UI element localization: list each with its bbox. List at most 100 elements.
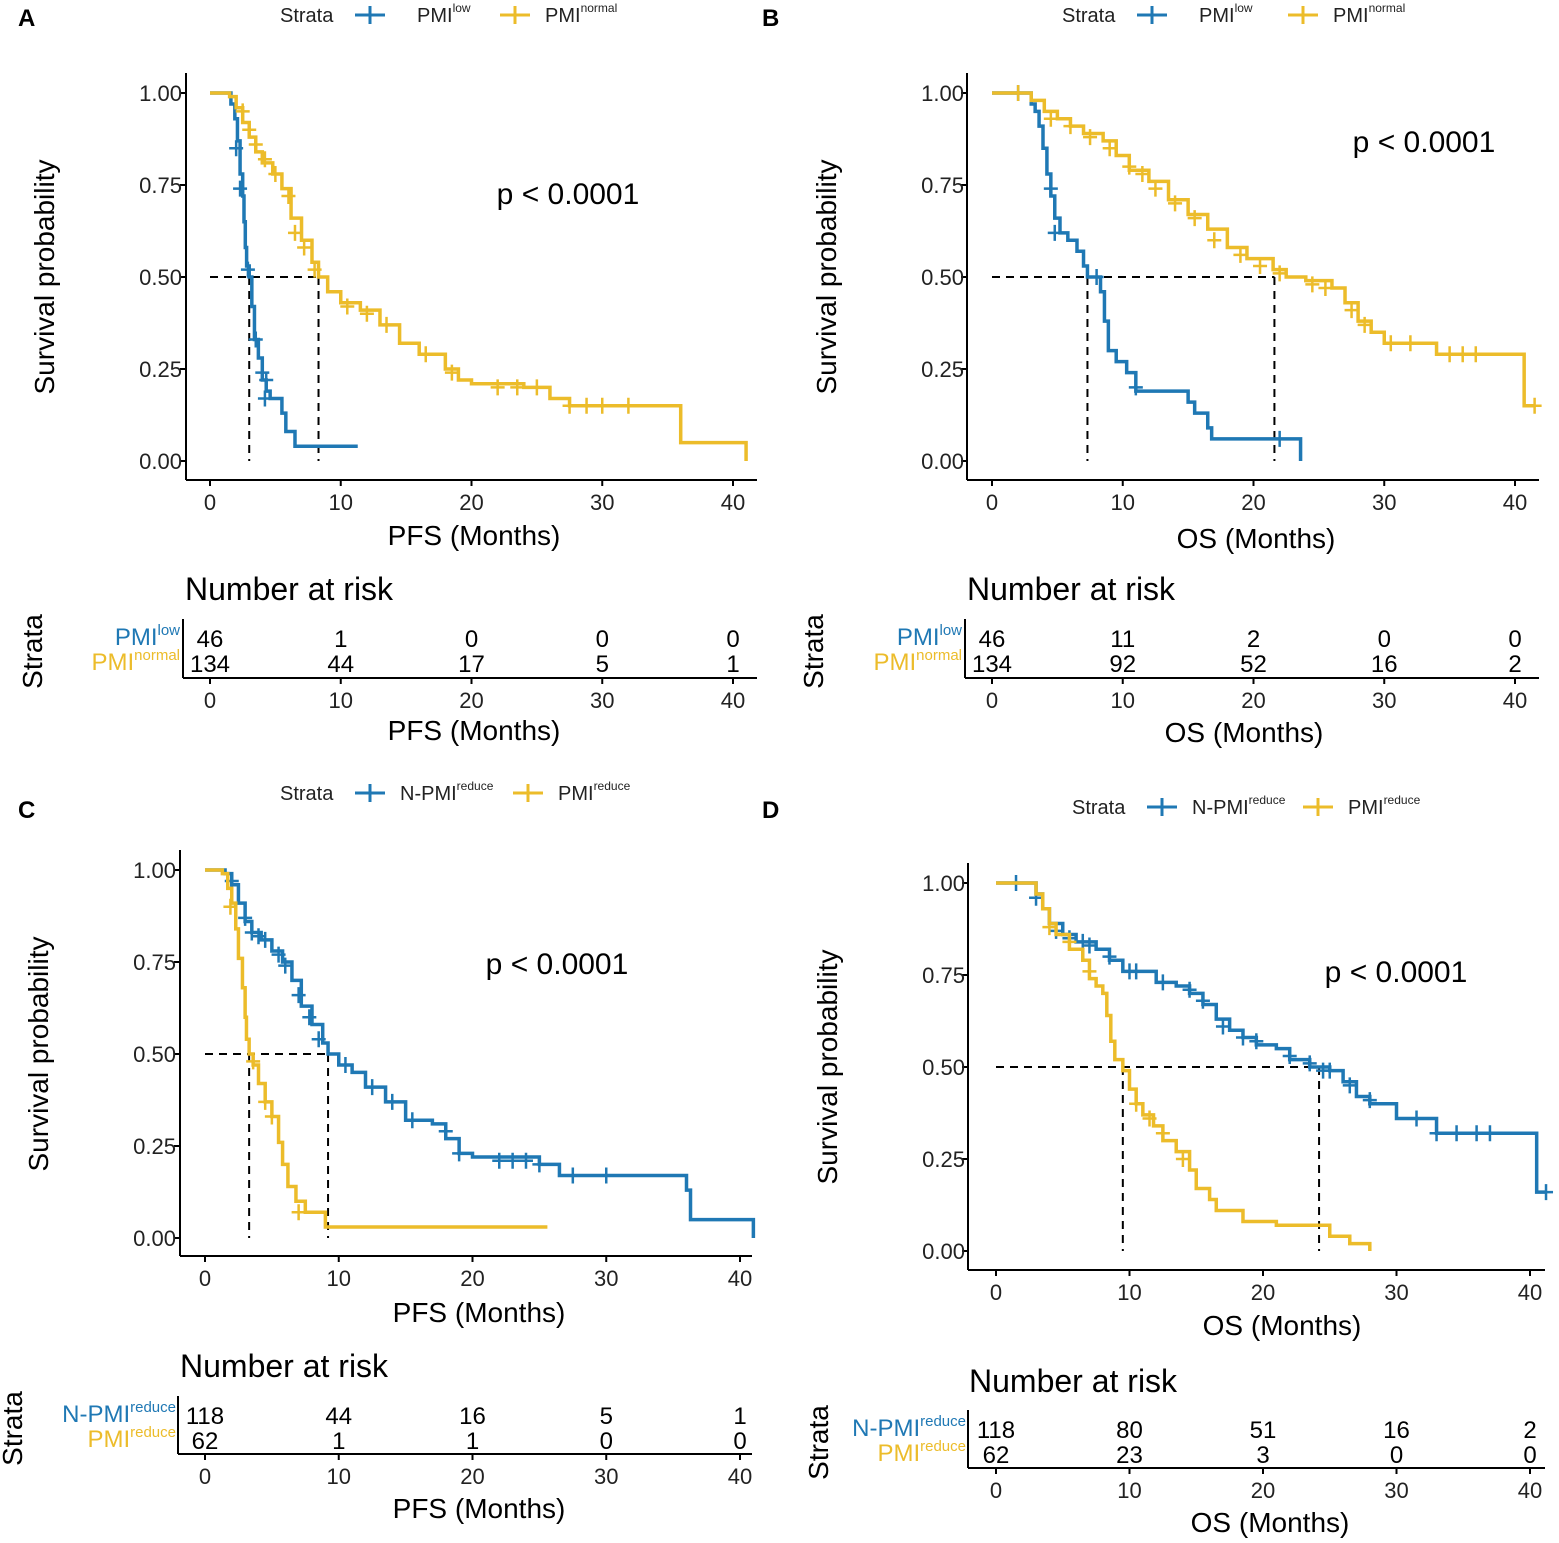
- censor-mark: [565, 1167, 580, 1184]
- risk-count: 1: [332, 1428, 345, 1455]
- censor-mark: [1318, 280, 1333, 297]
- panel-letter: C: [18, 797, 35, 824]
- risk-row-label-low: PMIlow: [115, 622, 180, 651]
- x-tick-label: 30: [1384, 1280, 1408, 1305]
- censor-mark: [1142, 1110, 1157, 1127]
- legend-label-low: PMIlow: [417, 1, 471, 27]
- risk-count: 62: [192, 1428, 219, 1455]
- risk-x-axis-label: OS (Months): [1165, 717, 1324, 748]
- censor-mark: [1282, 1047, 1297, 1064]
- censor-mark: [246, 1053, 261, 1070]
- legend: Strata N-PMIreduce PMIreduce: [280, 779, 631, 805]
- censor-mark: [1482, 1125, 1497, 1142]
- series-reduce-blue: [996, 875, 1554, 1201]
- y-axis-label: Survival probability: [811, 160, 842, 395]
- survival-curve: [205, 868, 548, 1229]
- censor-mark: [562, 397, 577, 414]
- risk-count: 52: [1240, 651, 1267, 678]
- series-normal-yellow: [210, 91, 748, 461]
- median-lines: [210, 276, 320, 461]
- risk-strata-label: Strata: [798, 614, 829, 689]
- risk-x-tick-label: 10: [327, 1464, 351, 1489]
- risk-count: 0: [726, 626, 739, 653]
- x-tick-label: 40: [728, 1266, 752, 1291]
- risk-count: 118: [977, 1417, 1015, 1444]
- risk-count: 46: [197, 626, 224, 653]
- censor-mark: [1357, 316, 1372, 333]
- legend-key-blue: [1137, 6, 1167, 24]
- censor-mark: [233, 180, 248, 197]
- censor-mark: [1102, 948, 1117, 965]
- risk-count: 1: [733, 1403, 746, 1430]
- censor-mark: [340, 298, 355, 315]
- censor-mark: [223, 898, 238, 915]
- y-tick-label: 0.75: [133, 950, 176, 975]
- risk-x-tick-label: 40: [728, 1464, 752, 1489]
- censor-mark: [490, 379, 505, 396]
- censor-mark: [1187, 210, 1202, 227]
- risk-count: 1: [726, 651, 739, 678]
- panel-d: D Strata N-PMIreduce PMIreduce0.000.250.500…: [762, 793, 1554, 1538]
- x-tick-label: 10: [329, 490, 353, 515]
- y-tick-label: 0.25: [922, 1147, 965, 1172]
- risk-count: 0: [1390, 1442, 1403, 1469]
- risk-count: 51: [1250, 1417, 1277, 1444]
- x-axis-label: OS (Months): [1177, 523, 1336, 554]
- panel-letter: D: [762, 797, 779, 824]
- censor-mark: [1362, 1092, 1377, 1109]
- censor-mark: [1409, 1110, 1424, 1127]
- censor-mark: [1155, 1125, 1170, 1142]
- censor-mark: [1129, 1095, 1144, 1112]
- survival-curve: [996, 881, 1547, 1194]
- x-axis-label: PFS (Months): [393, 1297, 566, 1328]
- risk-x-tick-label: 0: [990, 1478, 1002, 1503]
- censor-mark: [1089, 269, 1104, 285]
- censor-mark: [1403, 335, 1418, 352]
- y-tick-label: 0.25: [139, 357, 182, 382]
- risk-count: 5: [596, 651, 609, 678]
- risk-x-axis-label: PFS (Months): [393, 1493, 566, 1524]
- censor-mark: [242, 121, 257, 138]
- censor-mark: [1129, 963, 1144, 980]
- panel-a: A Strata PMIlow PMInormal0.000.250.500.751.…: [17, 1, 757, 746]
- risk-strata-label: Strata: [17, 614, 48, 689]
- censor-mark: [418, 346, 433, 363]
- x-tick-label: 20: [459, 490, 483, 515]
- censor-mark: [258, 931, 273, 948]
- risk-count: 17: [458, 651, 485, 678]
- x-tick-label: 0: [204, 490, 216, 515]
- risk-count: 0: [465, 626, 478, 653]
- risk-count: 16: [1383, 1417, 1410, 1444]
- series-normal-yellow: [992, 85, 1542, 414]
- risk-count: 118: [186, 1403, 224, 1430]
- censor-mark: [257, 151, 272, 168]
- risk-row-label-reduce: PMIreduce: [877, 1438, 966, 1467]
- censor-mark: [238, 909, 253, 926]
- risk-count: 0: [596, 626, 609, 653]
- legend-title: Strata: [1072, 797, 1126, 819]
- censor-mark: [1148, 180, 1163, 197]
- median-lines: [996, 1066, 1321, 1251]
- risk-row-label-normal: PMInormal: [91, 647, 180, 676]
- risk-x-tick-label: 0: [986, 688, 998, 713]
- x-tick-label: 40: [721, 490, 745, 515]
- censor-mark: [302, 1009, 317, 1026]
- risk-count: 11: [1110, 626, 1135, 653]
- censor-mark: [1082, 963, 1097, 980]
- legend-title: Strata: [1062, 5, 1116, 27]
- risk-count: 3: [1256, 1442, 1269, 1469]
- legend-label-reduce: N-PMIreduce: [400, 779, 494, 805]
- legend: Strata PMIlow PMInormal: [280, 1, 617, 27]
- risk-count: 2: [1523, 1417, 1536, 1444]
- censor-mark: [1305, 276, 1320, 293]
- risk-table-title: Number at risk: [180, 1348, 389, 1384]
- median-lines: [205, 1053, 330, 1238]
- risk-row-label-normal: PMInormal: [873, 647, 962, 676]
- y-tick-label: 0.75: [922, 963, 965, 988]
- censor-mark: [595, 397, 610, 414]
- legend-label-low: PMIlow: [1199, 1, 1253, 27]
- censor-mark: [1042, 919, 1057, 936]
- censor-mark: [1455, 346, 1470, 363]
